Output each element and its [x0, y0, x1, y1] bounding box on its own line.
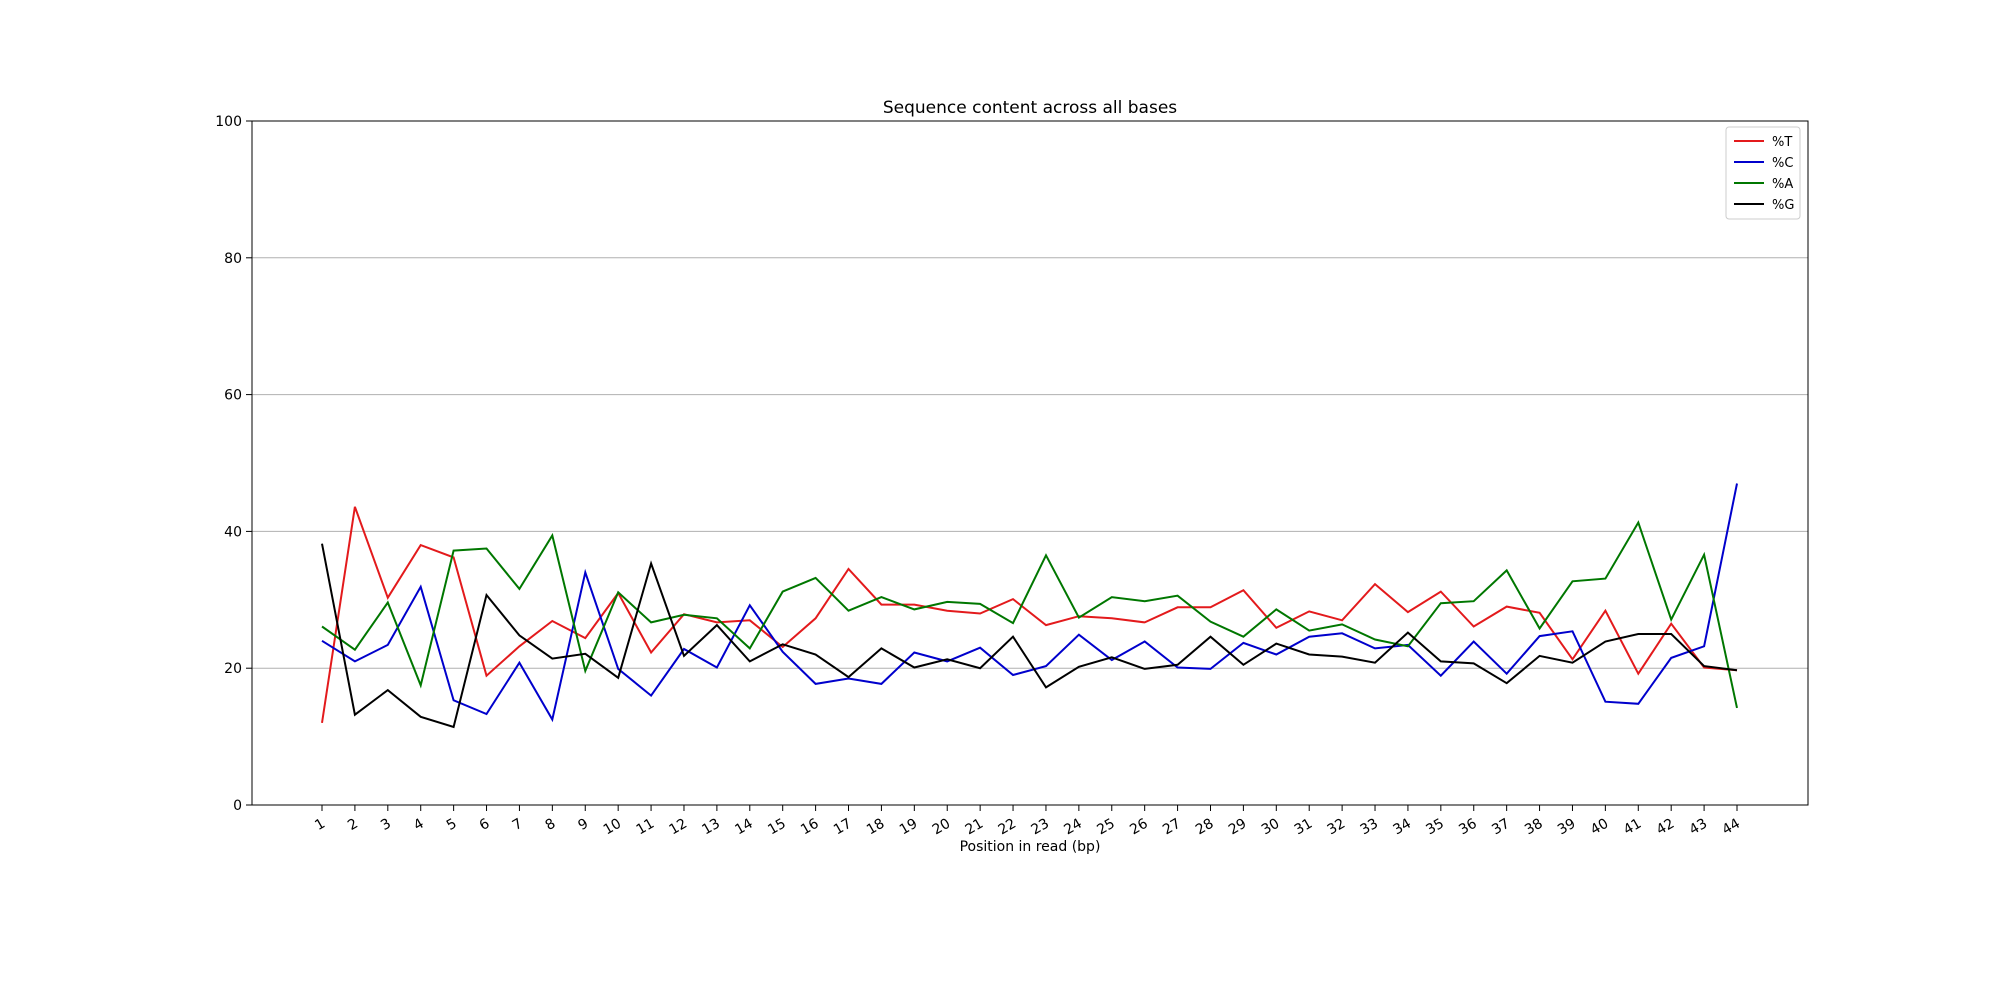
x-tick-label-25: 25 — [1094, 816, 1117, 839]
x-tick-label-5: 5 — [444, 816, 460, 834]
chart-title: Sequence content across all bases — [883, 98, 1177, 118]
x-tick-label-12: 12 — [667, 816, 690, 839]
x-tick-label-28: 28 — [1193, 816, 1216, 839]
y-tick-label-80: 80 — [224, 251, 242, 267]
legend-label-t: %T — [1772, 135, 1792, 150]
x-tick-label-38: 38 — [1522, 816, 1545, 839]
x-tick-label-34: 34 — [1390, 816, 1414, 839]
x-tick-label-22: 22 — [996, 816, 1019, 839]
x-tick-label-8: 8 — [543, 816, 559, 834]
x-tick-label-20: 20 — [930, 816, 953, 839]
legend-label-g: %G — [1772, 198, 1794, 213]
y-tick-label-0: 0 — [233, 798, 242, 814]
x-tick-label-23: 23 — [1029, 816, 1052, 839]
x-tick-label-35: 35 — [1423, 816, 1446, 839]
y-tick-label-20: 20 — [224, 661, 242, 677]
x-tick-label-37: 37 — [1489, 816, 1512, 839]
x-axis-label: Position in read (bp) — [960, 839, 1101, 855]
x-tick-label-19: 19 — [897, 816, 920, 839]
legend: %T %C %A %G — [1725, 126, 1801, 220]
x-tick-label-15: 15 — [765, 816, 788, 839]
x-tick-label-41: 41 — [1621, 816, 1644, 839]
x-tick-label-44: 44 — [1720, 816, 1744, 839]
x-tick-label-33: 33 — [1358, 816, 1381, 839]
x-tick-label-14: 14 — [732, 816, 756, 839]
x-tick-label-6: 6 — [477, 816, 493, 834]
x-tick-label-7: 7 — [510, 816, 526, 834]
x-tick-label-2: 2 — [345, 816, 361, 834]
y-tick-label-100: 100 — [215, 114, 242, 130]
x-tick-label-18: 18 — [864, 816, 887, 839]
legend-label-c: %C — [1772, 156, 1793, 171]
y-tick-label-40: 40 — [224, 524, 242, 540]
x-tick-label-9: 9 — [576, 816, 592, 834]
grid-lines — [252, 257, 1808, 669]
x-tick-label-43: 43 — [1687, 816, 1710, 839]
series-line-t — [321, 506, 1738, 724]
x-tick-label-1: 1 — [312, 816, 328, 834]
series-line-a — [321, 520, 1738, 709]
x-tick-label-31: 31 — [1292, 816, 1315, 839]
x-tick-label-32: 32 — [1325, 816, 1348, 839]
x-tick-label-36: 36 — [1456, 816, 1480, 839]
legend-label-a: %A — [1772, 177, 1793, 192]
x-tick-label-17: 17 — [831, 816, 854, 839]
plot-frame — [251, 120, 1809, 806]
x-tick-label-26: 26 — [1127, 816, 1151, 839]
series-line-g — [321, 543, 1738, 729]
x-tick-label-3: 3 — [378, 816, 394, 834]
x-tick-label-24: 24 — [1061, 816, 1085, 839]
x-tick-label-16: 16 — [798, 816, 822, 839]
x-tick-label-42: 42 — [1654, 816, 1677, 839]
x-tick-label-29: 29 — [1226, 816, 1249, 839]
x-tick-label-40: 40 — [1588, 816, 1611, 839]
legend-box — [1725, 126, 1801, 220]
x-tick-label-4: 4 — [411, 816, 427, 834]
x-axis: 1 2 3 4 5 6 7 8 9 10 11 12 13 14 15 16 17 18 19 20 21 22 23 24 2… — [312, 805, 1743, 838]
x-tick-label-13: 13 — [699, 816, 722, 839]
series-lines — [321, 483, 1738, 729]
x-tick-label-39: 39 — [1555, 816, 1578, 839]
y-axis: 0 20 40 60 80 100 — [215, 114, 252, 814]
x-tick-label-30: 30 — [1259, 816, 1282, 839]
x-tick-label-11: 11 — [634, 816, 657, 839]
y-tick-label-60: 60 — [224, 388, 242, 404]
x-tick-label-21: 21 — [963, 816, 986, 839]
x-tick-label-27: 27 — [1160, 816, 1183, 839]
series-line-c — [321, 483, 1738, 723]
x-tick-label-10: 10 — [601, 816, 624, 839]
